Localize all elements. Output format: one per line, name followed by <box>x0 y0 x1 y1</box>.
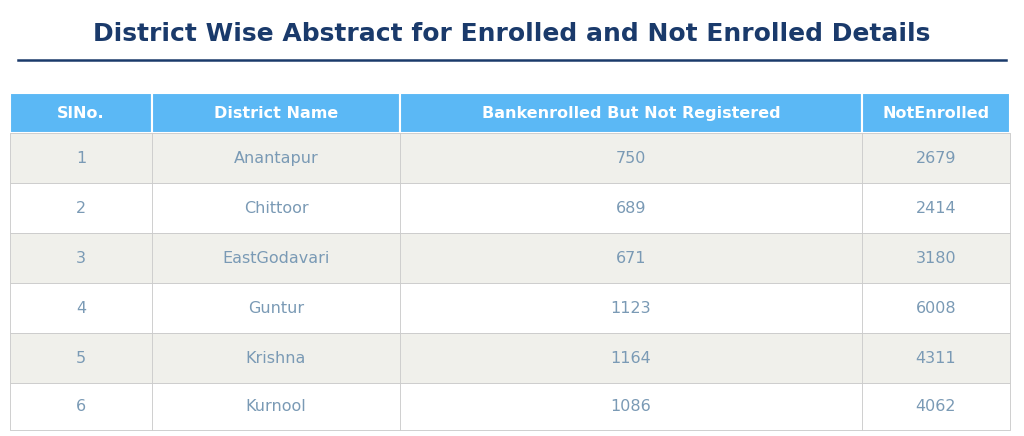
Bar <box>10 333 1010 383</box>
Text: Krishna: Krishna <box>246 351 306 365</box>
Bar <box>10 233 1010 283</box>
Text: 1086: 1086 <box>610 399 651 414</box>
Text: 3180: 3180 <box>915 251 956 266</box>
Bar <box>10 133 152 183</box>
Bar <box>152 333 400 383</box>
Bar <box>862 283 1010 333</box>
Bar <box>10 133 1010 183</box>
Bar <box>10 233 152 283</box>
Text: 4062: 4062 <box>915 399 956 414</box>
Text: Kurnool: Kurnool <box>246 399 306 414</box>
Text: 4311: 4311 <box>915 351 956 365</box>
Text: District Wise Abstract for Enrolled and Not Enrolled Details: District Wise Abstract for Enrolled and … <box>93 22 931 46</box>
Bar <box>10 383 152 430</box>
Text: 671: 671 <box>615 251 646 266</box>
Text: Anantapur: Anantapur <box>233 150 318 166</box>
Text: 2414: 2414 <box>915 201 956 215</box>
Bar <box>10 183 152 233</box>
Bar <box>10 93 152 133</box>
Bar <box>862 383 1010 430</box>
Bar <box>862 233 1010 283</box>
Text: Bankenrolled But Not Registered: Bankenrolled But Not Registered <box>481 106 780 120</box>
Bar <box>152 283 400 333</box>
Bar <box>400 183 862 233</box>
Text: 1: 1 <box>76 150 86 166</box>
Text: 2: 2 <box>76 201 86 215</box>
Text: 4: 4 <box>76 300 86 316</box>
Bar <box>152 233 400 283</box>
Bar <box>400 333 862 383</box>
Text: 750: 750 <box>615 150 646 166</box>
Bar <box>152 93 400 133</box>
Text: 6: 6 <box>76 399 86 414</box>
Text: Chittoor: Chittoor <box>244 201 308 215</box>
Text: 689: 689 <box>615 201 646 215</box>
Bar <box>10 383 1010 430</box>
Text: Guntur: Guntur <box>248 300 304 316</box>
Text: EastGodavari: EastGodavari <box>222 251 330 266</box>
Bar <box>152 383 400 430</box>
Bar <box>400 93 862 133</box>
Bar <box>400 383 862 430</box>
Bar <box>400 133 862 183</box>
Text: 5: 5 <box>76 351 86 365</box>
Bar <box>862 333 1010 383</box>
Bar <box>862 93 1010 133</box>
Text: 3: 3 <box>76 251 86 266</box>
Bar <box>152 133 400 183</box>
Text: 1123: 1123 <box>610 300 651 316</box>
Bar <box>10 183 1010 233</box>
Bar <box>400 283 862 333</box>
Bar <box>862 133 1010 183</box>
Text: 2679: 2679 <box>915 150 956 166</box>
Text: 1164: 1164 <box>610 351 651 365</box>
Bar <box>862 183 1010 233</box>
Bar <box>10 333 152 383</box>
Bar <box>152 183 400 233</box>
Bar <box>400 233 862 283</box>
Bar <box>10 283 152 333</box>
Text: SlNo.: SlNo. <box>57 106 104 120</box>
Bar <box>10 283 1010 333</box>
Text: NotEnrolled: NotEnrolled <box>883 106 989 120</box>
Text: District Name: District Name <box>214 106 338 120</box>
Text: 6008: 6008 <box>915 300 956 316</box>
